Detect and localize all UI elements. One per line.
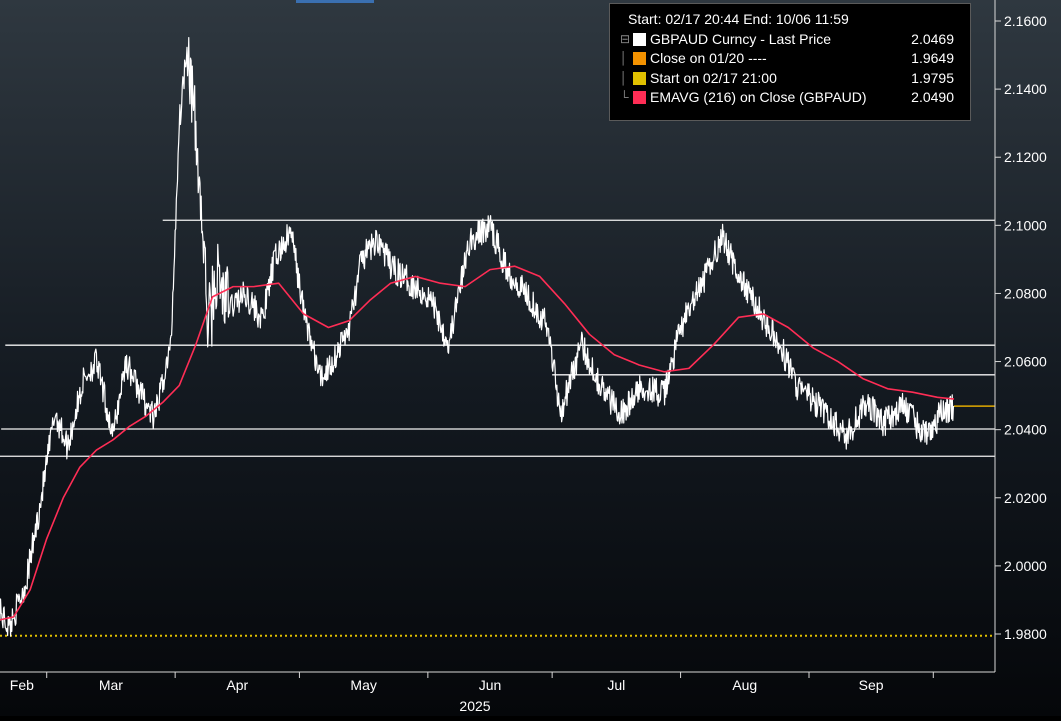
legend-value: 2.0469 [911, 30, 954, 47]
x-tick-label: Mar [99, 677, 123, 693]
legend-label[interactable]: Start on 02/17 21:00 [650, 69, 777, 86]
legend-swatch [633, 52, 646, 65]
tree-end-icon: └ [620, 90, 629, 104]
ema-series-line [0, 265, 955, 621]
y-axis: 2.1600 2.1400 2.1200 2.1000 2.0800 2.0600 2.04… [994, 0, 1047, 672]
price-series-line [0, 36, 955, 637]
tab-accent-bar [296, 0, 374, 3]
legend-swatch [633, 91, 646, 104]
x-axis: Feb Mar Apr May Jun Jul Aug Sep 2025 [0, 671, 995, 714]
legend-swatch [633, 71, 646, 85]
y-tick-label: 2.0000 [1004, 558, 1047, 574]
legend-date-range: Start: 02/17 20:44 End: 10/06 11:59 [628, 11, 849, 27]
horizontal-levels [0, 219, 995, 457]
x-tick-label: Apr [226, 677, 248, 693]
legend-swatch [633, 32, 646, 46]
x-tick-label: May [350, 677, 376, 693]
y-tick-label: 2.1600 [1004, 13, 1047, 29]
x-year-label: 2025 [459, 698, 490, 714]
legend-row-last-price: ⊟ GBPAUD Curncy - Last Price 2.0469 [620, 30, 962, 50]
legend-label[interactable]: EMAVG (216) on Close (GBPAUD) [650, 89, 867, 105]
x-tick-label: Feb [10, 677, 34, 693]
x-tick-label: Sep [859, 677, 884, 693]
legend-row-ema: └ EMAVG (216) on Close (GBPAUD) 2.0490 [620, 88, 962, 108]
legend-value: 1.9649 [911, 50, 954, 66]
y-tick-label: 2.0200 [1004, 490, 1047, 506]
legend-box: Start: 02/17 20:44 End: 10/06 11:59 ⊟ GB… [609, 3, 971, 121]
y-tick-label: 2.1400 [1004, 81, 1047, 97]
legend-value: 2.0490 [911, 89, 954, 105]
x-tick-label: Jul [607, 677, 625, 693]
x-tick-label: Aug [732, 677, 757, 693]
y-tick-label: 1.9800 [1004, 626, 1047, 642]
y-tick-label: 2.1000 [1004, 217, 1047, 233]
series-lines [0, 36, 955, 637]
y-tick-label: 2.0600 [1004, 354, 1047, 370]
legend-row-close: │ Close on 01/20 ---- 1.9649 [620, 49, 962, 69]
y-tick-label: 2.0400 [1004, 422, 1047, 438]
tree-branch-icon: │ [620, 70, 628, 85]
legend-row-start: │ Start on 02/17 21:00 1.9795 [620, 69, 962, 89]
tree-collapse-icon[interactable]: ⊟ [620, 31, 631, 46]
x-tick-label: Jun [479, 677, 502, 693]
tree-branch-icon: │ [620, 51, 628, 65]
legend-value: 1.9795 [911, 69, 954, 86]
reference-lines [0, 405, 995, 637]
y-tick-label: 2.0800 [1004, 285, 1047, 301]
legend-label[interactable]: GBPAUD Curncy - Last Price [650, 30, 832, 47]
legend-label[interactable]: Close on 01/20 ---- [650, 50, 767, 66]
y-tick-label: 2.1200 [1004, 149, 1047, 165]
